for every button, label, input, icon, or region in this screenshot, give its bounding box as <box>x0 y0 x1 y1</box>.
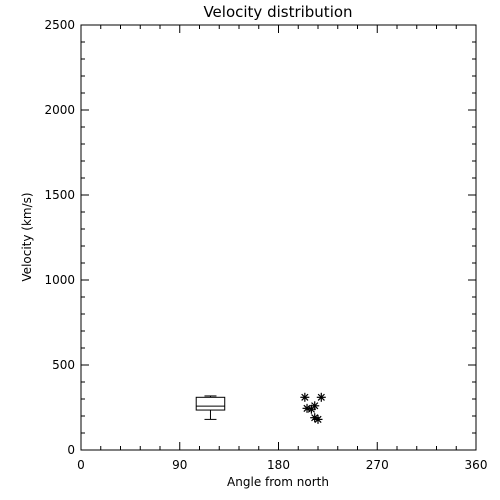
chart-title: Velocity distribution <box>203 3 352 21</box>
data-point <box>313 414 323 424</box>
scatter-points <box>300 392 326 424</box>
y-axis-ticks: 0 500 1000 1500 2000 2500 <box>44 18 476 457</box>
y-tick-label: 500 <box>52 358 75 372</box>
x-tick-label: 180 <box>267 458 290 472</box>
x-axis-label: Angle from north <box>227 475 329 489</box>
y-tick-label: 0 <box>67 443 75 457</box>
y-tick-label: 1500 <box>44 188 75 202</box>
data-point <box>316 392 326 402</box>
y-tick-label: 2500 <box>44 18 75 32</box>
x-tick-label: 360 <box>465 458 488 472</box>
data-point <box>310 401 320 411</box>
x-tick-label: 0 <box>77 458 85 472</box>
y-axis-label: Velocity (km/s) <box>20 192 34 281</box>
x-axis-ticks: 0 90 180 270 360 <box>77 25 487 472</box>
box-iqr <box>195 396 226 411</box>
boxplot-group <box>195 395 226 420</box>
data-point <box>300 392 310 402</box>
y-tick-label: 2000 <box>44 103 75 117</box>
x-tick-label: 90 <box>172 458 187 472</box>
plot-frame <box>80 24 477 451</box>
y-tick-label: 1000 <box>44 273 75 287</box>
x-tick-label: 270 <box>366 458 389 472</box>
